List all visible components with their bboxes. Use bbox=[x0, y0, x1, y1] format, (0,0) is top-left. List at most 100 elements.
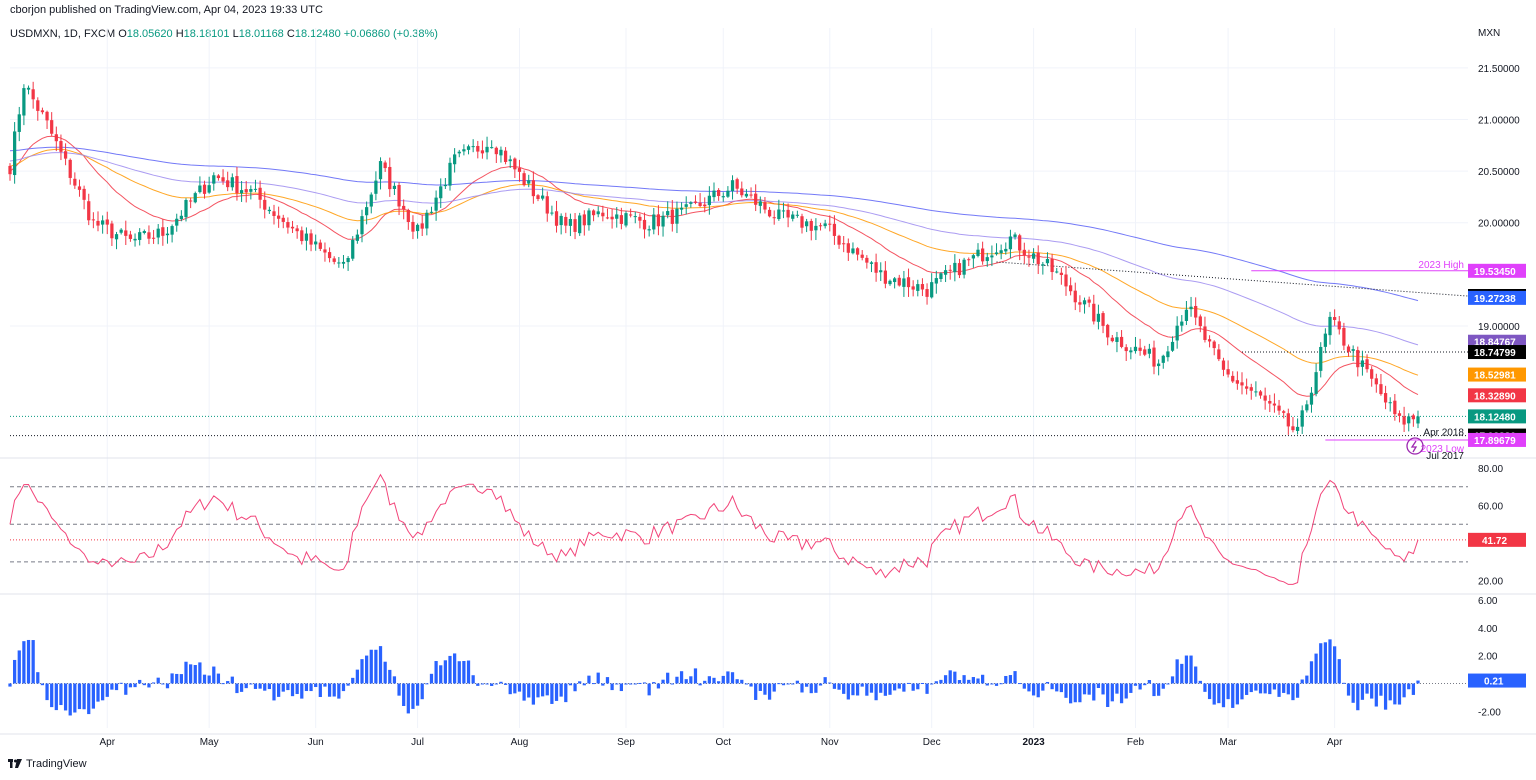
candle-body bbox=[45, 111, 49, 121]
histogram-bar bbox=[855, 683, 860, 696]
histogram-bar bbox=[615, 683, 619, 685]
candle-body bbox=[721, 196, 725, 198]
candle bbox=[554, 200, 559, 233]
candle-body bbox=[777, 209, 781, 220]
candle-body bbox=[1027, 256, 1031, 258]
candle-body bbox=[1272, 403, 1277, 406]
candle-body bbox=[1133, 346, 1138, 352]
histogram-bar bbox=[1129, 683, 1133, 693]
candle-body bbox=[735, 179, 739, 189]
candle-body bbox=[402, 205, 406, 210]
candle bbox=[286, 217, 290, 234]
candle-body bbox=[981, 248, 985, 262]
histogram-bar bbox=[1161, 683, 1165, 689]
candle bbox=[693, 195, 698, 205]
price-tag-box bbox=[1468, 345, 1526, 360]
histogram-bar bbox=[1217, 683, 1221, 704]
histogram-bar bbox=[1245, 683, 1249, 695]
candle bbox=[1194, 297, 1198, 326]
candle bbox=[582, 210, 586, 236]
candle bbox=[1119, 330, 1124, 349]
histogram-bar bbox=[1018, 683, 1022, 685]
histogram-bar bbox=[1240, 683, 1244, 700]
candle bbox=[453, 148, 457, 173]
candle bbox=[156, 224, 160, 245]
histogram-bar bbox=[202, 674, 207, 684]
candle bbox=[842, 236, 846, 253]
histogram-bar bbox=[605, 677, 610, 684]
histogram-bar bbox=[1138, 683, 1142, 690]
candle-body bbox=[740, 188, 744, 196]
histogram-bar bbox=[1333, 646, 1337, 684]
candle bbox=[1115, 331, 1119, 353]
histogram-bar bbox=[1319, 643, 1323, 684]
candle-body bbox=[1170, 341, 1175, 351]
histogram-bar bbox=[1277, 683, 1281, 697]
candle bbox=[624, 210, 628, 228]
histogram-bar bbox=[874, 683, 878, 701]
candle bbox=[17, 106, 21, 142]
time-axis-label: Oct bbox=[715, 737, 731, 748]
candle bbox=[1360, 350, 1365, 376]
histogram-bar bbox=[916, 683, 920, 690]
histogram-axis-tick: -2.00 bbox=[1478, 707, 1501, 718]
candle bbox=[1050, 253, 1054, 280]
candle-body bbox=[601, 212, 605, 217]
candle bbox=[1397, 410, 1402, 423]
histogram-bar bbox=[601, 683, 605, 686]
candle bbox=[823, 219, 827, 229]
candle-body bbox=[1258, 391, 1263, 396]
candle-body bbox=[791, 214, 795, 219]
histogram-bar bbox=[8, 683, 12, 687]
candle bbox=[1402, 406, 1406, 432]
histogram-bar bbox=[420, 683, 424, 700]
candle bbox=[642, 212, 647, 239]
candle bbox=[300, 226, 304, 245]
histogram-bar bbox=[911, 683, 915, 691]
histogram-bar bbox=[286, 683, 290, 691]
histogram-bar bbox=[253, 683, 258, 689]
tradingview-footer[interactable]: TradingView bbox=[8, 758, 87, 770]
candle bbox=[1184, 301, 1189, 326]
histogram-bar bbox=[1008, 675, 1013, 684]
histogram-bar bbox=[721, 675, 725, 684]
candle bbox=[1147, 343, 1151, 359]
histogram-bar bbox=[1323, 642, 1327, 684]
histogram-bar bbox=[434, 661, 438, 684]
histogram-bar bbox=[1305, 675, 1309, 684]
candle bbox=[216, 174, 221, 181]
candle-body bbox=[1300, 410, 1304, 427]
candle bbox=[1370, 366, 1374, 387]
histogram-bar bbox=[1300, 679, 1304, 684]
candle bbox=[814, 218, 818, 241]
candle-body bbox=[1119, 336, 1124, 347]
histogram-bar bbox=[814, 683, 818, 693]
candle-body bbox=[888, 280, 892, 285]
histogram-bar bbox=[226, 681, 230, 684]
candle-body bbox=[916, 284, 920, 291]
candle bbox=[744, 189, 749, 198]
candle-body bbox=[1402, 416, 1406, 425]
candle-body bbox=[147, 232, 151, 239]
price-axis-tick: 21.50000 bbox=[1478, 64, 1520, 75]
histogram-bar bbox=[31, 640, 35, 684]
candle bbox=[1365, 354, 1369, 373]
histogram-bar bbox=[499, 681, 503, 684]
candle-body bbox=[1069, 285, 1073, 292]
histogram-bar bbox=[402, 683, 406, 706]
histogram-bar bbox=[517, 683, 522, 692]
time-axis-label: Jul bbox=[411, 737, 424, 748]
histogram-bar bbox=[147, 683, 151, 688]
histogram-bar bbox=[1073, 683, 1077, 703]
candle-body bbox=[647, 229, 651, 231]
histogram-bar bbox=[392, 676, 397, 684]
candle bbox=[1180, 315, 1184, 332]
candle-body bbox=[128, 234, 133, 239]
candle-body bbox=[541, 195, 545, 199]
candle-body bbox=[272, 211, 276, 216]
histogram-bar bbox=[59, 683, 63, 706]
candle-body bbox=[726, 190, 730, 197]
histogram-bar bbox=[976, 678, 980, 684]
candle-body bbox=[1124, 347, 1128, 352]
